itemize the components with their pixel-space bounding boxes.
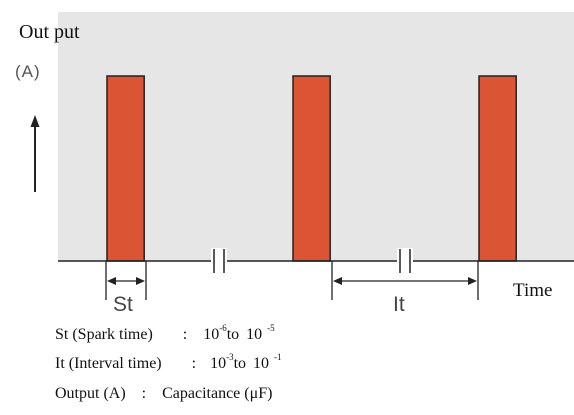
legend-name: It (Interval time): [55, 355, 162, 372]
interval-time-label: It: [393, 293, 405, 316]
spark-time-label: St: [113, 293, 133, 316]
legend-range: 10-6to 10 -5: [203, 323, 275, 343]
legend-range: 10-3to 10 -1: [210, 352, 282, 372]
spark-time-dimension: [105, 261, 147, 300]
legend-separator: :: [191, 355, 197, 372]
up-arrow-icon: [30, 115, 40, 192]
legend-value: Capacitance (μF): [162, 385, 273, 402]
legend-name: Output (A): [55, 385, 126, 402]
x-axis-label: Time: [513, 280, 553, 301]
y-axis-unit: (A): [15, 62, 41, 81]
pulse-bar: [106, 75, 145, 262]
break-mark: [211, 248, 227, 274]
pulse-bar: [292, 75, 331, 262]
y-axis-label: Out put: [19, 21, 80, 43]
pulse-bar: [478, 75, 517, 262]
interval-time-dimension: [331, 261, 479, 300]
legend-name: St (Spark time): [55, 326, 153, 343]
interval-time-legend: It (Interval time) : 10-3to 10 -1: [55, 352, 282, 372]
spark-time-legend: St (Spark time) : 10-6to 10 -5: [55, 323, 275, 343]
pulse-group: [106, 75, 517, 262]
legend-separator: :: [141, 385, 147, 402]
legend-separator: :: [182, 326, 188, 343]
output-legend: Output (A) : Capacitance (μF): [55, 386, 272, 402]
break-mark: [397, 248, 413, 274]
